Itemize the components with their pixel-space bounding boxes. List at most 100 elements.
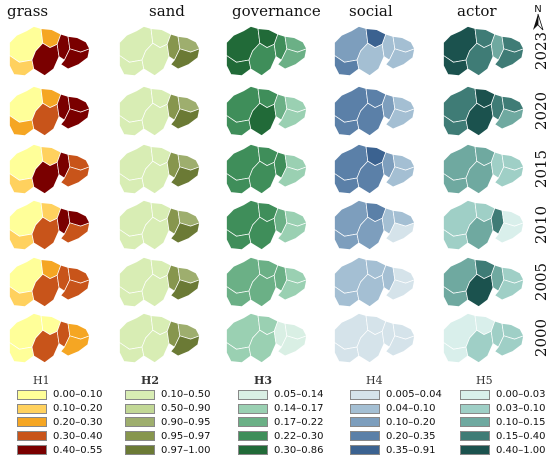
legend-label: 0.20–0.35 <box>386 430 436 442</box>
legend-label: 0.04–0.10 <box>386 403 436 415</box>
region-4 <box>248 160 277 195</box>
region-2 <box>226 341 252 363</box>
map-sand-2005 <box>119 257 201 308</box>
region-7 <box>170 222 201 244</box>
legend-label: 0.50–0.90 <box>161 403 211 415</box>
legend-entry: 0.17–0.22 <box>238 416 338 430</box>
legend-swatch <box>460 403 490 414</box>
map-actor-2005 <box>443 257 525 308</box>
map-grass-2000 <box>9 313 91 364</box>
map-social-2000 <box>334 313 416 364</box>
region-7 <box>494 335 525 357</box>
region-7 <box>494 48 525 70</box>
region-4 <box>31 42 60 77</box>
year-label-2005: 2005 <box>532 262 550 302</box>
region-4 <box>248 42 277 77</box>
legend-swatch <box>125 431 155 442</box>
region-4 <box>31 216 60 251</box>
legend-entry: 0.30–0.86 <box>238 443 338 457</box>
region-2 <box>226 54 252 76</box>
legend-entry: 0.03–0.10 <box>460 402 550 416</box>
legend-governance: H3 0.05–0.14 0.14–0.17 0.17–0.22 0.22–0.30 0.… <box>238 374 338 457</box>
region-2 <box>119 341 145 363</box>
legend-swatch <box>125 403 155 414</box>
legend-entry: 0.95–0.97 <box>125 429 225 443</box>
map-actor-2010 <box>443 200 525 251</box>
region-2 <box>119 172 145 194</box>
region-4 <box>141 216 170 251</box>
region-7 <box>494 166 525 188</box>
region-2 <box>334 228 360 250</box>
legend-swatch <box>125 389 155 400</box>
map-governance-2020 <box>226 86 308 137</box>
legend-entry: 0.10–0.20 <box>17 402 117 416</box>
region-7 <box>385 48 416 70</box>
region-4 <box>248 216 277 251</box>
region-7 <box>385 279 416 301</box>
north-arrow-icon: N <box>533 4 544 31</box>
region-2 <box>334 114 360 136</box>
legend-label: 0.90–0.95 <box>161 416 211 428</box>
map-sand-2020 <box>119 86 201 137</box>
legend-swatch <box>125 417 155 428</box>
region-4 <box>141 102 170 137</box>
legend-swatch <box>460 417 490 428</box>
legend-entry: 0.14–0.17 <box>238 402 338 416</box>
column-title-actor: actor <box>457 2 497 20</box>
year-label-2015: 2015 <box>532 149 550 189</box>
legend-label: 0.40–0.55 <box>53 444 103 456</box>
legend-entry: 0.10–0.20 <box>350 416 450 430</box>
region-2 <box>443 228 469 250</box>
legend-label: 0.005–0.04 <box>386 389 442 401</box>
legend-label: 0.10–0.50 <box>161 389 211 401</box>
legend-entry: 0.005–0.04 <box>350 388 450 402</box>
region-7 <box>277 222 308 244</box>
map-governance-2000 <box>226 313 308 364</box>
map-social-2020 <box>334 86 416 137</box>
year-label-2000: 2000 <box>532 318 550 358</box>
region-4 <box>465 160 494 195</box>
region-7 <box>385 166 416 188</box>
region-7 <box>170 166 201 188</box>
year-label-2023: 2023 <box>532 31 550 71</box>
legend-swatch <box>17 445 47 456</box>
legend-title: H1 <box>33 374 50 387</box>
region-2 <box>443 341 469 363</box>
map-grass-2010 <box>9 200 91 251</box>
region-7 <box>277 166 308 188</box>
legend-entry: 0.30–0.40 <box>17 429 117 443</box>
region-2 <box>119 228 145 250</box>
column-title-social: social <box>349 2 393 20</box>
legend-label: 0.40–1.00 <box>496 444 546 456</box>
legend-label: 0.17–0.22 <box>274 416 324 428</box>
region-4 <box>465 42 494 77</box>
region-2 <box>9 54 35 76</box>
legend-swatch <box>350 403 380 414</box>
region-2 <box>119 285 145 307</box>
region-4 <box>465 102 494 137</box>
legend-label: 0.10–0.20 <box>53 403 103 415</box>
legend-label: 0.05–0.14 <box>274 389 324 401</box>
map-grass-2020 <box>9 86 91 137</box>
region-2 <box>334 172 360 194</box>
region-7 <box>277 335 308 357</box>
legend-label: 0.30–0.40 <box>53 430 103 442</box>
legend-swatch <box>238 431 268 442</box>
legend-swatch <box>238 445 268 456</box>
region-2 <box>443 172 469 194</box>
legend-swatch <box>238 417 268 428</box>
region-2 <box>119 54 145 76</box>
region-4 <box>248 102 277 137</box>
year-label-2010: 2010 <box>532 205 550 245</box>
region-4 <box>141 160 170 195</box>
region-7 <box>60 279 91 301</box>
region-7 <box>385 222 416 244</box>
legend-entry: 0.00–0.10 <box>17 388 117 402</box>
region-7 <box>60 166 91 188</box>
region-4 <box>465 273 494 308</box>
region-7 <box>494 108 525 130</box>
legend-social: H4 0.005–0.04 0.04–0.10 0.10–0.20 0.20–0.35 0… <box>350 374 450 457</box>
column-title-grass: grass <box>7 2 49 20</box>
region-2 <box>226 172 252 194</box>
